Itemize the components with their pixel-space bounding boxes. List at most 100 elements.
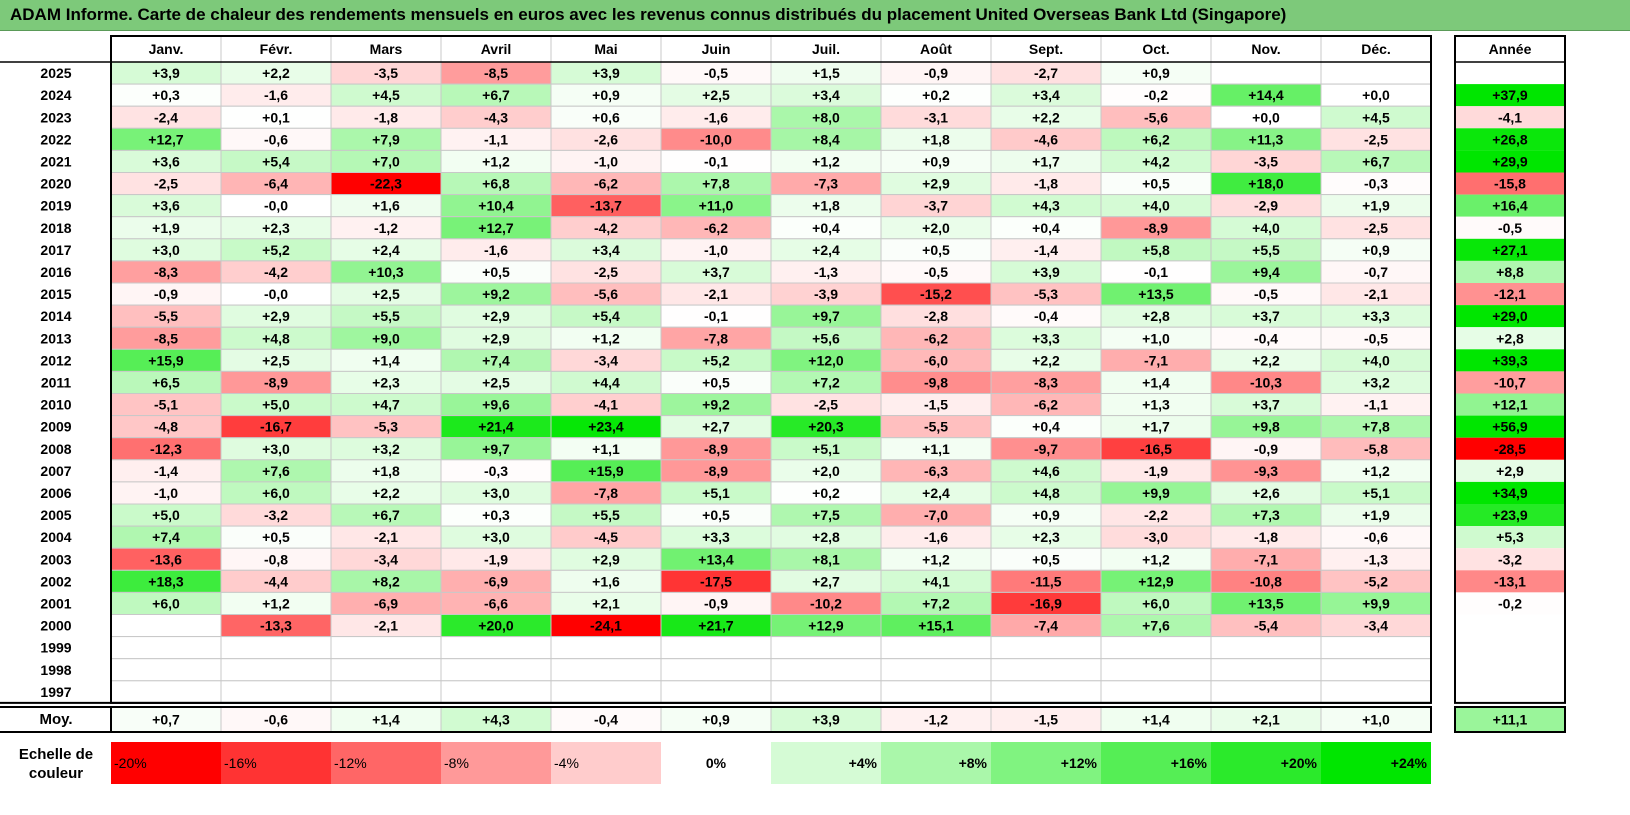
heatmap-cell — [440, 636, 552, 660]
heatmap-cell — [990, 680, 1102, 704]
avg-value: +4,3 — [482, 712, 510, 728]
cell-value: +9,6 — [482, 397, 510, 413]
year-label: 2020 — [40, 176, 71, 192]
scale-swatch — [991, 742, 1101, 784]
cell-value: -13,7 — [590, 198, 622, 214]
cell-value: -4,2 — [264, 264, 288, 280]
cell-value: +2,5 — [482, 374, 510, 390]
scale-swatch — [441, 742, 551, 784]
year-label: 2021 — [40, 153, 71, 169]
cell-value: -1,6 — [484, 242, 508, 258]
avg-value: +1,4 — [372, 712, 400, 728]
cell-value: +4,1 — [922, 573, 950, 589]
cell-value: -0,1 — [704, 308, 728, 324]
cell-value: +3,0 — [152, 242, 180, 258]
heatmap-cell — [550, 680, 662, 704]
cell-value: +0,5 — [1142, 176, 1170, 192]
cell-value: -17,5 — [700, 573, 732, 589]
cell-value: -0,9 — [154, 286, 178, 302]
cell-value: +0,9 — [1032, 507, 1060, 523]
cell-value: +1,7 — [1032, 153, 1060, 169]
cell-value: +6,0 — [1142, 595, 1170, 611]
cell-value: -0,1 — [704, 153, 728, 169]
scale-swatch — [1101, 742, 1211, 784]
heatmap-cell — [1210, 658, 1322, 682]
cell-value: +4,5 — [1362, 109, 1390, 125]
avg-value: +3,9 — [812, 712, 840, 728]
heatmap-cell — [660, 658, 772, 682]
avg-cell — [770, 706, 882, 733]
annual-value: +16,4 — [1492, 198, 1528, 214]
annual-value: +29,0 — [1492, 308, 1528, 324]
month-header-label: Juin — [702, 41, 731, 57]
cell-value: +1,9 — [152, 220, 180, 236]
cell-value: +7,6 — [1142, 618, 1170, 634]
cell-value: +12,7 — [478, 220, 514, 236]
cell-value: +0,1 — [262, 109, 290, 125]
cell-value: +1,8 — [922, 131, 950, 147]
cell-value: +0,6 — [592, 109, 620, 125]
cell-value: -1,2 — [374, 220, 398, 236]
cell-value: +7,8 — [702, 176, 730, 192]
cell-value: +15,9 — [148, 352, 184, 368]
heatmap-cell — [1320, 61, 1432, 85]
cell-value: +6,2 — [1142, 131, 1170, 147]
cell-value: -0,1 — [1144, 264, 1168, 280]
scale-value: +4% — [849, 755, 878, 771]
month-header-label: Août — [920, 41, 952, 57]
cell-value: +3,7 — [1252, 308, 1280, 324]
cell-value: +9,0 — [372, 330, 400, 346]
annual-cell — [1455, 680, 1565, 703]
cell-value: -2,4 — [154, 109, 178, 125]
cell-value: +4,5 — [372, 87, 400, 103]
cell-value: +2,2 — [1032, 352, 1060, 368]
cell-value: +1,6 — [592, 573, 620, 589]
annual-cell — [1455, 504, 1565, 527]
annual-cell — [1455, 636, 1565, 659]
cell-value: -3,1 — [924, 109, 948, 125]
annual-value: +2,8 — [1496, 330, 1524, 346]
cell-value: +15,1 — [918, 618, 954, 634]
cell-value: -16,7 — [260, 419, 292, 435]
year-label: 2011 — [41, 374, 72, 390]
cell-value: +6,0 — [152, 595, 180, 611]
cell-value: -3,4 — [1364, 618, 1388, 634]
cell-value: -1,0 — [594, 153, 618, 169]
cell-value: +4,3 — [1032, 198, 1060, 214]
avg-value: +0,9 — [702, 712, 730, 728]
annual-value: -13,1 — [1494, 573, 1526, 589]
heatmap-cell — [1320, 680, 1432, 704]
cell-value: -1,0 — [704, 242, 728, 258]
month-header-cell — [1320, 35, 1432, 63]
avg-value: +0,7 — [152, 712, 180, 728]
cell-value: -4,4 — [264, 573, 288, 589]
cell-value: -2,9 — [1254, 198, 1278, 214]
cell-value: -1,3 — [814, 264, 838, 280]
cell-value: -6,6 — [484, 595, 508, 611]
cell-value: -9,7 — [1034, 441, 1058, 457]
annual-value: +56,9 — [1492, 419, 1528, 435]
cell-value: -0,0 — [264, 198, 288, 214]
cell-value: -0,5 — [1254, 286, 1278, 302]
cell-value: +4,4 — [592, 374, 620, 390]
cell-value: -8,9 — [1144, 220, 1168, 236]
cell-value: -2,5 — [814, 397, 838, 413]
cell-value: +0,4 — [1032, 220, 1060, 236]
chart-title: ADAM Informe. Carte de chaleur des rende… — [10, 5, 1287, 24]
cell-value: -6,9 — [374, 595, 398, 611]
annual-value: +2,9 — [1496, 463, 1524, 479]
month-header-label: Avril — [481, 41, 512, 57]
cell-value: -3,5 — [1254, 153, 1278, 169]
cell-value: +12,9 — [1138, 573, 1174, 589]
heatmap-cell — [880, 680, 992, 704]
cell-value: -1,9 — [484, 551, 508, 567]
cell-value: -2,6 — [594, 131, 618, 147]
cell-value: +1,3 — [1142, 397, 1170, 413]
cell-value: +9,8 — [1252, 419, 1280, 435]
cell-value: -13,3 — [260, 618, 292, 634]
year-label: 2005 — [40, 507, 71, 523]
cell-value: -2,1 — [704, 286, 728, 302]
cell-value: +3,9 — [592, 65, 620, 81]
cell-value: +0,5 — [1032, 551, 1060, 567]
annual-cell — [1455, 62, 1565, 85]
